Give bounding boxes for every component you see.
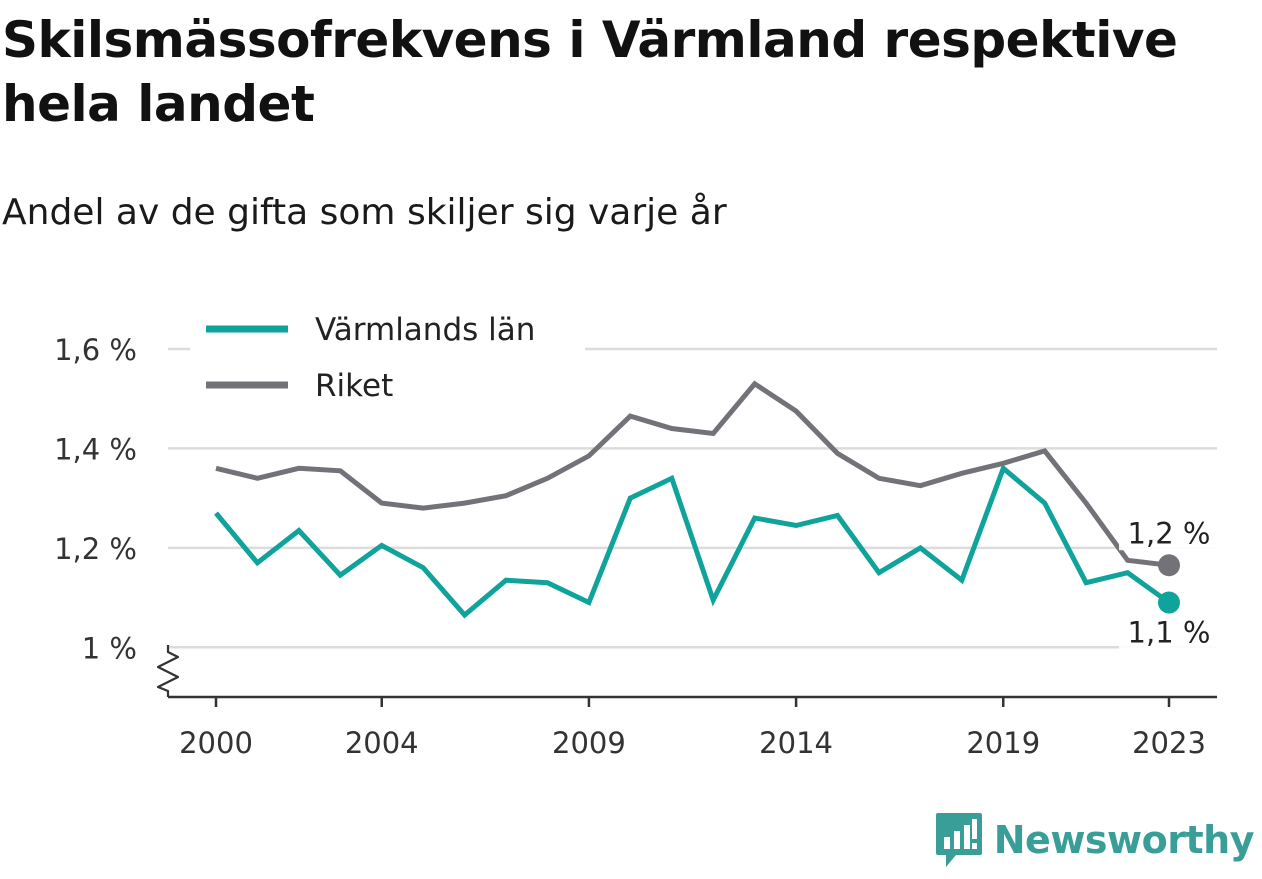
end-labels: 1,1 % 1,2 % [1119, 516, 1219, 650]
legend: Värmlands län Riket [190, 303, 585, 409]
x-tick-label: 2004 [345, 726, 419, 760]
newsworthy-logo-icon [935, 813, 982, 867]
axis-break-icon [156, 645, 180, 697]
series-line [215, 380, 1170, 568]
series-line [214, 464, 1171, 619]
end-label-backdrop [1119, 615, 1219, 650]
series-end-point [1158, 554, 1180, 577]
series-end-label: 1,2 % [1128, 516, 1211, 550]
series-end-point [1158, 591, 1180, 614]
y-tick-label: 1,6 % [54, 333, 137, 367]
y-tick-label: 1 % [82, 631, 137, 665]
y-tick-label: 1,4 % [54, 432, 137, 466]
chart-title: Skilsmässofrekvens i Värmland respektive… [2, 11, 1178, 133]
x-tick-label: 2023 [1132, 726, 1206, 760]
end-label-backdrop [1119, 516, 1219, 551]
series-end-label: 1,1 % [1128, 616, 1211, 650]
y-tick-label: 1,2 % [54, 532, 137, 566]
x-axis-ticks: 2000 2004 2009 2014 2019 2023 [179, 697, 1206, 760]
brand-logo: Newsworthy [934, 811, 1255, 869]
x-tick-label: 2009 [552, 726, 626, 760]
x-tick-label: 2000 [179, 726, 253, 760]
x-tick-label: 2019 [966, 726, 1040, 760]
line-chart: 1 %1,2 %1,4 %1,6 % 2000 2004 2009 2014 2019 2… [54, 303, 1219, 760]
chart-subtitle: Andel av de gifta som skiljer sig varje … [2, 192, 727, 233]
x-axis [156, 645, 1217, 699]
y-axis-ticks: 1 % 1,2 % 1,4 % 1,6 % [54, 333, 137, 665]
legend-label: Värmlands län [315, 312, 535, 348]
x-tick-label: 2014 [759, 726, 833, 760]
legend-label: Riket [315, 368, 393, 404]
series-lines [214, 380, 1180, 619]
brand-name: Newsworthy [993, 818, 1255, 862]
